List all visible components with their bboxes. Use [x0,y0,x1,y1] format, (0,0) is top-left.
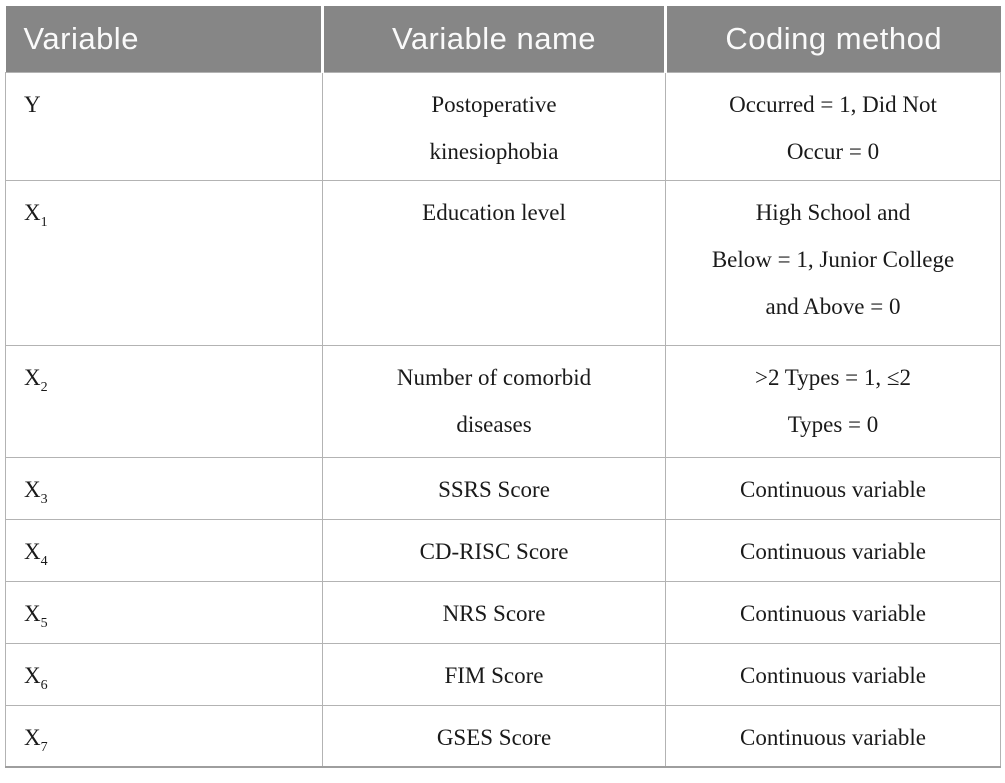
cell-variable-name: Education level [322,179,666,346]
variable-symbol: X [24,600,41,626]
cell-variable-name: Postoperative kinesiophobia [322,71,666,181]
column-header-coding-method: Coding method [664,6,1001,72]
column-header-variable: Variable [5,6,323,72]
cell-variable: X6 [5,642,323,706]
table-row: X7 GSES Score Continuous variable [5,704,1001,768]
variable-symbol: Y [24,91,41,117]
cell-coding-method: Continuous variable [665,456,1001,520]
variable-subscript: 3 [40,491,48,507]
variable-symbol: X [24,538,41,564]
variable-subscript: 4 [40,553,48,569]
cell-coding-method: Continuous variable [665,580,1001,644]
cell-coding-method: Continuous variable [665,704,1001,768]
header-row: Variable Variable name Coding method [5,6,1001,72]
variable-symbol: X [24,476,41,502]
variable-subscript: 2 [40,379,48,395]
cell-variable-name: FIM Score [322,642,666,706]
table-row: X3 SSRS Score Continuous variable [5,456,1001,520]
cell-variable: X7 [5,704,323,768]
cell-coding-method: >2 Types = 1, ≤2 Types = 0 [665,344,1001,458]
cell-variable-name: NRS Score [322,580,666,644]
table-row: X6 FIM Score Continuous variable [5,642,1001,706]
variable-subscript: 6 [40,677,48,693]
table-row: X1 Education level High School and Below… [5,179,1001,346]
table-row: Y Postoperative kinesiophobia Occurred =… [5,71,1001,181]
cell-variable-name: Number of comorbid diseases [322,344,666,458]
variable-symbol: X [24,199,41,225]
cell-variable: X2 [5,344,323,458]
column-header-variable-name: Variable name [321,6,666,72]
variable-subscript: 5 [40,615,48,631]
cell-variable: Y [5,71,323,181]
table-row: X2 Number of comorbid diseases >2 Types … [5,344,1001,458]
variable-symbol: X [24,364,41,390]
cell-variable: X4 [5,518,323,582]
variable-subscript: 1 [40,214,48,230]
cell-coding-method: Continuous variable [665,518,1001,582]
cell-variable-name: SSRS Score [322,456,666,520]
variable-symbol: X [24,724,41,750]
cell-variable: X1 [5,179,323,346]
variable-subscript: 7 [40,739,48,755]
cell-variable-name: GSES Score [322,704,666,768]
cell-coding-method: High School and Below = 1, Junior Colleg… [665,179,1001,346]
cell-variable: X5 [5,580,323,644]
table-body: Y Postoperative kinesiophobia Occurred =… [5,71,1001,768]
variable-coding-table: Variable Variable name Coding method Y P… [5,6,1001,768]
cell-coding-method: Continuous variable [665,642,1001,706]
cell-variable: X3 [5,456,323,520]
variable-symbol: X [24,662,41,688]
cell-variable-name: CD-RISC Score [322,518,666,582]
cell-coding-method: Occurred = 1, Did Not Occur = 0 [665,71,1001,181]
table-row: X5 NRS Score Continuous variable [5,580,1001,644]
variable-coding-table-wrap: Variable Variable name Coding method Y P… [5,6,1001,768]
table-header: Variable Variable name Coding method [5,6,1001,72]
table-row: X4 CD-RISC Score Continuous variable [5,518,1001,582]
